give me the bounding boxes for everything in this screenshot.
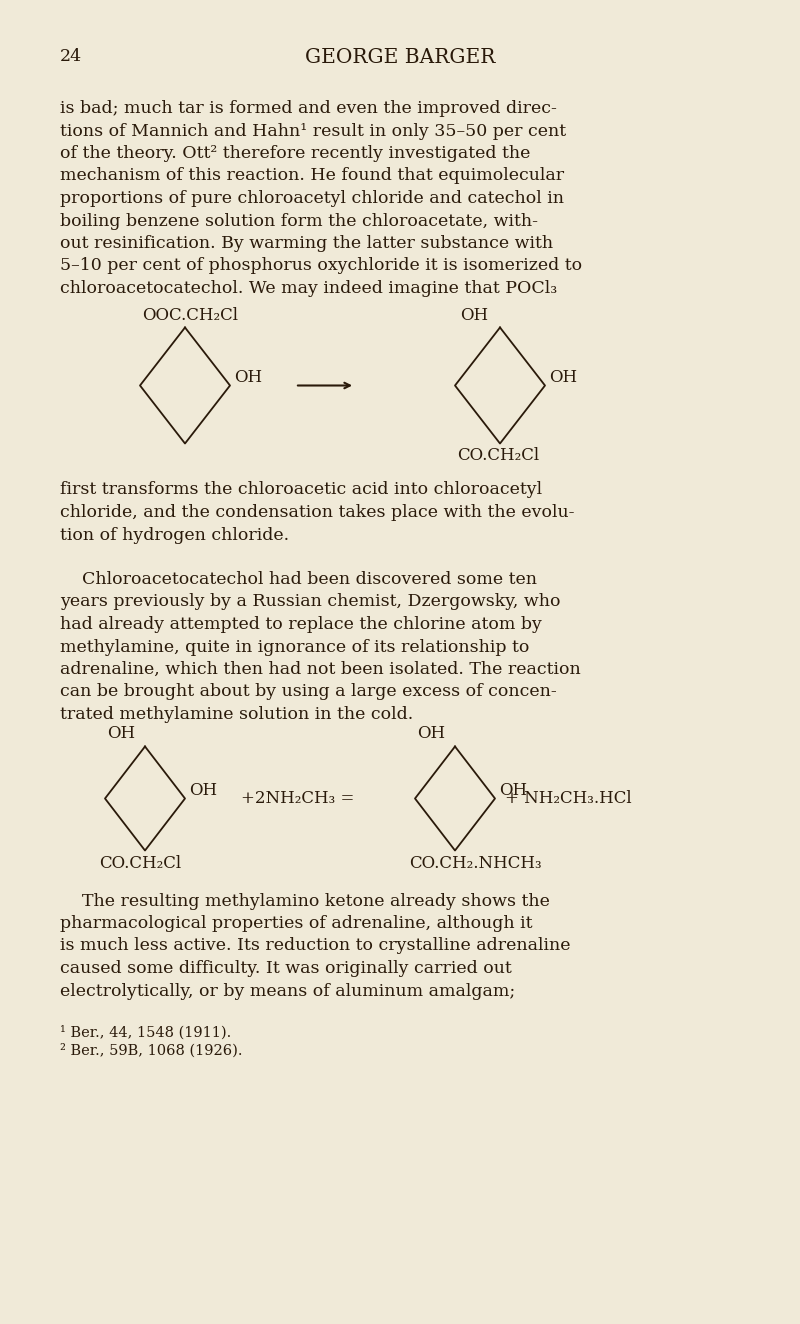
Text: electrolytically, or by means of aluminum amalgam;: electrolytically, or by means of aluminu…: [60, 982, 515, 1000]
Text: CO.CH₂Cl: CO.CH₂Cl: [457, 448, 539, 465]
Text: OH: OH: [499, 782, 527, 798]
Text: first transforms the chloroacetic acid into chloroacetyl: first transforms the chloroacetic acid i…: [60, 482, 542, 499]
Text: OH: OH: [417, 726, 445, 743]
Text: +2NH₂CH₃ =: +2NH₂CH₃ =: [241, 790, 354, 808]
Text: OH: OH: [189, 782, 217, 798]
Text: chloride, and the condensation takes place with the evolu-: chloride, and the condensation takes pla…: [60, 504, 574, 522]
Text: tions of Mannich and Hahn¹ result in only 35–50 per cent: tions of Mannich and Hahn¹ result in onl…: [60, 123, 566, 139]
Text: Chloroacetocatechol had been discovered some ten: Chloroacetocatechol had been discovered …: [60, 571, 537, 588]
Text: pharmacological properties of adrenaline, although it: pharmacological properties of adrenaline…: [60, 915, 533, 932]
Text: methylamine, quite in ignorance of its relationship to: methylamine, quite in ignorance of its r…: [60, 638, 530, 655]
Text: had already attempted to replace the chlorine atom by: had already attempted to replace the chl…: [60, 616, 542, 633]
Text: OH: OH: [460, 306, 488, 323]
Text: 24: 24: [60, 48, 82, 65]
Text: 5–10 per cent of phosphorus oxychloride it is isomerized to: 5–10 per cent of phosphorus oxychloride …: [60, 257, 582, 274]
Text: of the theory. Ott² therefore recently investigated the: of the theory. Ott² therefore recently i…: [60, 146, 530, 162]
Text: adrenaline, which then had not been isolated. The reaction: adrenaline, which then had not been isol…: [60, 661, 581, 678]
Text: ² Ber., 59B, 1068 (1926).: ² Ber., 59B, 1068 (1926).: [60, 1043, 242, 1058]
Text: out resinification. By warming the latter substance with: out resinification. By warming the latte…: [60, 234, 553, 252]
Text: boiling benzene solution form the chloroacetate, with-: boiling benzene solution form the chloro…: [60, 212, 538, 229]
Text: + NH₂CH₃.HCl: + NH₂CH₃.HCl: [505, 790, 632, 808]
Text: CO.CH₂.NHCH₃: CO.CH₂.NHCH₃: [409, 854, 542, 871]
Text: tion of hydrogen chloride.: tion of hydrogen chloride.: [60, 527, 289, 543]
Text: ¹ Ber., 44, 1548 (1911).: ¹ Ber., 44, 1548 (1911).: [60, 1025, 231, 1039]
Text: OOC.CH₂Cl: OOC.CH₂Cl: [142, 306, 238, 323]
Text: trated methylamine solution in the cold.: trated methylamine solution in the cold.: [60, 706, 414, 723]
Text: is much less active. Its reduction to crystalline adrenaline: is much less active. Its reduction to cr…: [60, 937, 570, 955]
Text: years previously by a Russian chemist, Dzergowsky, who: years previously by a Russian chemist, D…: [60, 593, 561, 610]
Text: CO.CH₂Cl: CO.CH₂Cl: [99, 854, 181, 871]
Text: mechanism of this reaction. He found that equimolecular: mechanism of this reaction. He found tha…: [60, 168, 564, 184]
Text: OH: OH: [549, 369, 577, 387]
Text: proportions of pure chloroacetyl chloride and catechol in: proportions of pure chloroacetyl chlorid…: [60, 191, 564, 207]
Text: OH: OH: [234, 369, 262, 387]
Text: GEORGE BARGER: GEORGE BARGER: [305, 48, 495, 68]
Text: The resulting methylamino ketone already shows the: The resulting methylamino ketone already…: [60, 892, 550, 910]
Text: OH: OH: [107, 726, 135, 743]
Text: chloroacetocatechol. We may indeed imagine that POCl₃: chloroacetocatechol. We may indeed imagi…: [60, 279, 558, 297]
Text: caused some difficulty. It was originally carried out: caused some difficulty. It was originall…: [60, 960, 512, 977]
Text: can be brought about by using a large excess of concen-: can be brought about by using a large ex…: [60, 683, 557, 700]
Text: is bad; much tar is formed and even the improved direc-: is bad; much tar is formed and even the …: [60, 101, 557, 117]
